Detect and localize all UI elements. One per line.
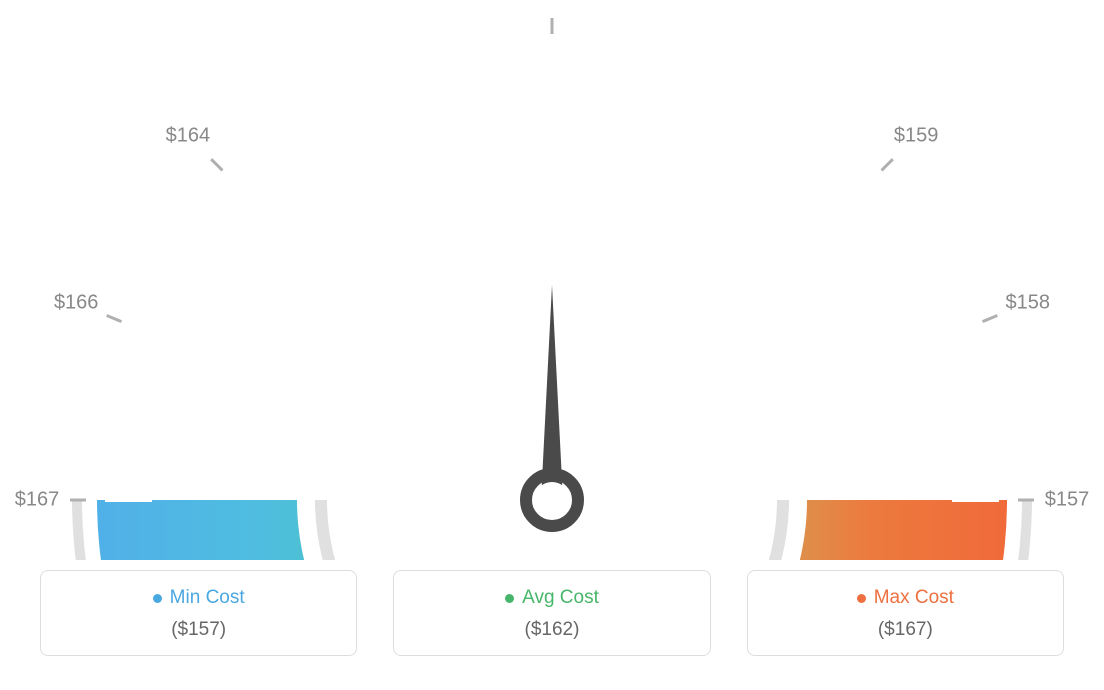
gauge-tick-label: $158: [1006, 291, 1051, 314]
gauge-svg: [0, 0, 1104, 560]
gauge-tick-label: $164: [166, 124, 211, 147]
gauge-chart: $157$158$159$162$164$166$167: [0, 0, 1104, 560]
legend-value-avg: ($162): [394, 619, 709, 641]
legend-label-avg: Avg Cost: [505, 587, 599, 609]
gauge-tick-label: $159: [894, 124, 939, 147]
gauge-tick-label: $166: [54, 291, 99, 314]
legend-box-min: Min Cost ($157): [40, 570, 357, 656]
legend-value-max: ($167): [748, 619, 1063, 641]
legend-row: Min Cost ($157) Avg Cost ($162) Max Cost…: [0, 570, 1104, 656]
legend-label-max: Max Cost: [857, 587, 954, 609]
gauge-tick-label: $157: [1045, 489, 1090, 512]
legend-box-max: Max Cost ($167): [747, 570, 1064, 656]
legend-label-min: Min Cost: [153, 587, 245, 609]
gauge-tick-label: $167: [15, 489, 60, 512]
legend-value-min: ($157): [41, 619, 356, 641]
legend-box-avg: Avg Cost ($162): [393, 570, 710, 656]
